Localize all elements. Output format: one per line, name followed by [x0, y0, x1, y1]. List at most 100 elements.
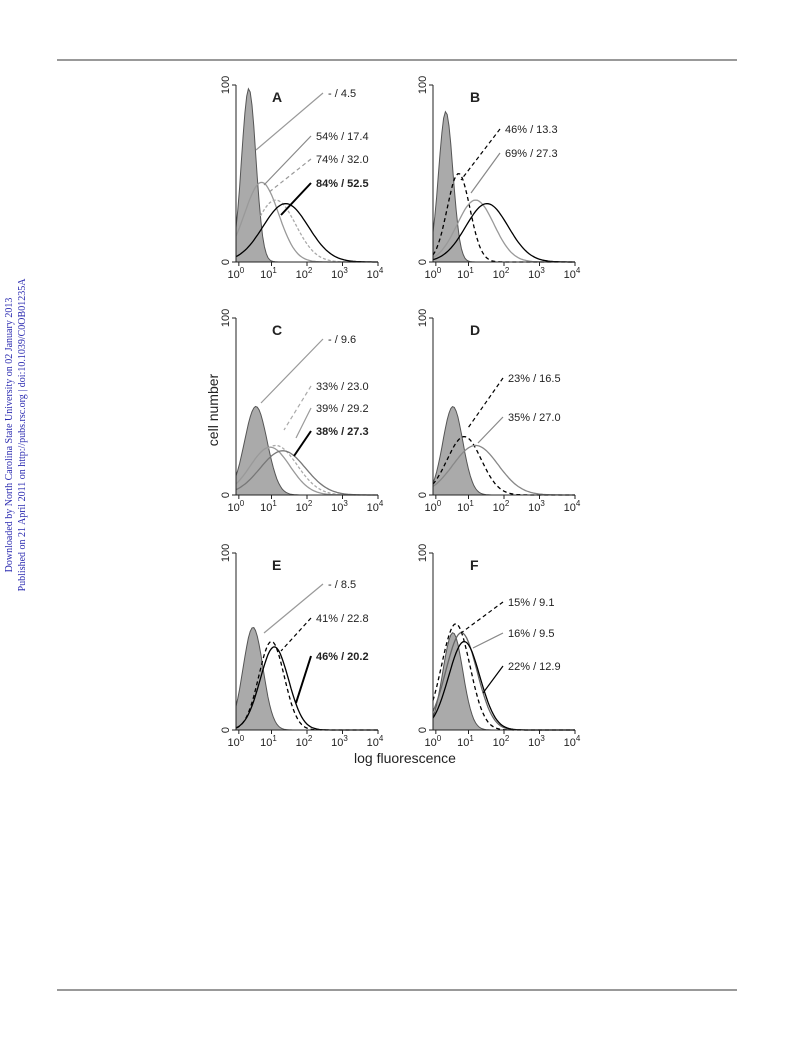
panel-letter: B: [470, 89, 480, 105]
x-tick-label: 104: [564, 734, 581, 749]
tick-exp: 4: [379, 266, 384, 275]
y-tick-label: 100: [220, 309, 232, 327]
tick-base: 10: [493, 269, 505, 281]
annotation: 38% / 27.3: [316, 426, 369, 438]
x-tick-label: 104: [564, 499, 581, 514]
x-tick-label: 101: [260, 734, 277, 749]
annotation: 41% / 22.8: [316, 613, 369, 625]
tick-base: 10: [296, 269, 308, 281]
x-tick-label: 104: [367, 266, 384, 281]
tick-exp: 1: [469, 734, 474, 743]
tick-base: 10: [424, 269, 436, 281]
annotation: 46% / 20.2: [316, 651, 369, 663]
leader-line: [263, 135, 312, 186]
annotation: 16% / 9.5: [508, 628, 554, 640]
annotation: - / 8.5: [328, 579, 356, 591]
tick-base: 10: [528, 502, 540, 514]
y-tick-label: 100: [417, 544, 429, 562]
leader-line: [260, 338, 324, 404]
tick-base: 10: [260, 502, 272, 514]
leader-line: [295, 655, 312, 704]
annotation: 69% / 27.3: [505, 148, 558, 160]
leader-line: [293, 430, 312, 457]
x-tick-label: 102: [296, 266, 313, 281]
leader-line: [470, 152, 501, 194]
tick-exp: 2: [505, 499, 510, 508]
tick-base: 10: [331, 269, 343, 281]
histogram-fill: [235, 627, 378, 731]
tick-exp: 0: [240, 734, 245, 743]
tick-base: 10: [424, 737, 436, 749]
tick-base: 10: [457, 502, 469, 514]
side-note: Downloaded by North Carolina State Unive…: [4, 298, 15, 573]
panel-letter: F: [470, 557, 479, 573]
x-tick-label: 102: [296, 734, 313, 749]
x-tick-label: 100: [424, 499, 441, 514]
annotation: 39% / 29.2: [316, 403, 369, 415]
y-tick-label: 0: [417, 492, 429, 498]
x-tick-label: 101: [457, 734, 474, 749]
tick-base: 10: [367, 269, 379, 281]
y-tick-label: 0: [220, 259, 232, 265]
tick-exp: 1: [469, 499, 474, 508]
leader-line: [280, 617, 312, 652]
annotation: - / 4.5: [328, 88, 356, 100]
x-tick-label: 103: [528, 734, 545, 749]
tick-exp: 3: [540, 734, 545, 743]
y-tick-label: 100: [220, 76, 232, 94]
x-tick-label: 100: [227, 266, 244, 281]
tick-exp: 0: [240, 499, 245, 508]
x-tick-label: 103: [331, 499, 348, 514]
leader-line: [267, 158, 312, 194]
annotation: 22% / 12.9: [508, 661, 561, 673]
annotation: 54% / 17.4: [316, 131, 369, 143]
leader-line: [283, 385, 312, 431]
tick-base: 10: [296, 737, 308, 749]
tick-exp: 3: [540, 499, 545, 508]
x-tick-label: 100: [227, 499, 244, 514]
histogram-line: [235, 202, 378, 263]
x-tick-label: 103: [528, 266, 545, 281]
annotation: 35% / 27.0: [508, 412, 561, 424]
y-tick-label: 0: [417, 727, 429, 733]
tick-exp: 3: [343, 266, 348, 275]
histogram-fill: [235, 405, 378, 496]
x-tick-label: 102: [493, 266, 510, 281]
leader-line: [280, 182, 312, 216]
tick-base: 10: [227, 269, 239, 281]
panel-letter: C: [272, 322, 282, 338]
x-tick-label: 104: [367, 734, 384, 749]
annotation: - / 9.6: [328, 334, 356, 346]
leader-line: [472, 632, 504, 649]
tick-exp: 4: [379, 734, 384, 743]
x-tick-label: 102: [493, 734, 510, 749]
annotation: 33% / 23.0: [316, 381, 369, 393]
y-tick-label: 0: [220, 492, 232, 498]
tick-exp: 3: [343, 499, 348, 508]
x-axis-label: log fluorescence: [354, 750, 456, 766]
tick-base: 10: [296, 502, 308, 514]
tick-base: 10: [367, 502, 379, 514]
tick-exp: 2: [308, 734, 313, 743]
y-tick-label: 100: [417, 76, 429, 94]
leader-line: [295, 407, 312, 439]
leader-line: [460, 601, 504, 634]
tick-exp: 1: [272, 734, 277, 743]
annotation: 46% / 13.3: [505, 124, 558, 136]
x-tick-label: 104: [367, 499, 384, 514]
tick-base: 10: [260, 737, 272, 749]
tick-exp: 2: [505, 734, 510, 743]
x-tick-label: 102: [493, 499, 510, 514]
tick-base: 10: [260, 269, 272, 281]
y-tick-label: 0: [220, 727, 232, 733]
leader-line: [263, 583, 324, 634]
leader-line: [477, 416, 504, 444]
tick-exp: 1: [272, 266, 277, 275]
panel-letter: E: [272, 557, 281, 573]
tick-exp: 2: [505, 266, 510, 275]
